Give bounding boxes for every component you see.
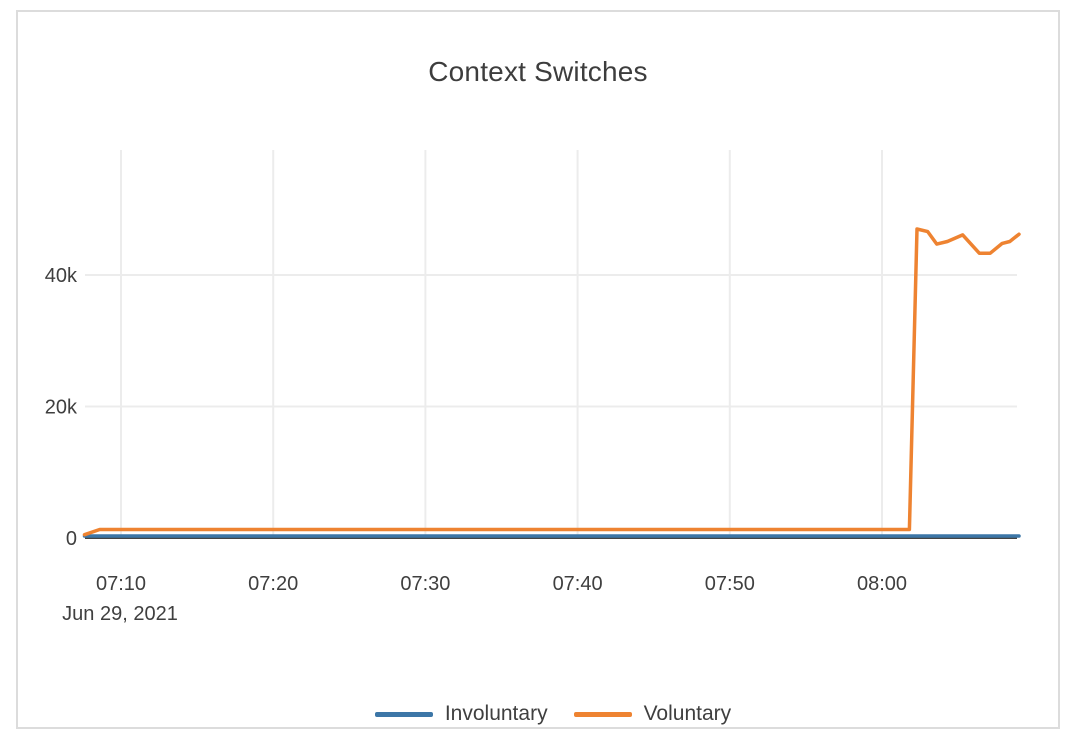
legend-label-voluntary: Voluntary — [643, 702, 732, 725]
chart-title: Context Switches — [428, 56, 648, 87]
legend-item-voluntary[interactable]: Voluntary — [573, 702, 732, 726]
legend-item-involuntary[interactable]: Involuntary — [374, 702, 548, 726]
involuntary-line-swatch — [374, 711, 433, 717]
legend: Involuntary Voluntary — [87, 692, 1019, 736]
voluntary-line-swatch — [573, 711, 632, 717]
chart-card: Context Switches Involuntary Voluntary — [16, 10, 1060, 729]
legend-label-involuntary: Involuntary — [444, 702, 548, 725]
